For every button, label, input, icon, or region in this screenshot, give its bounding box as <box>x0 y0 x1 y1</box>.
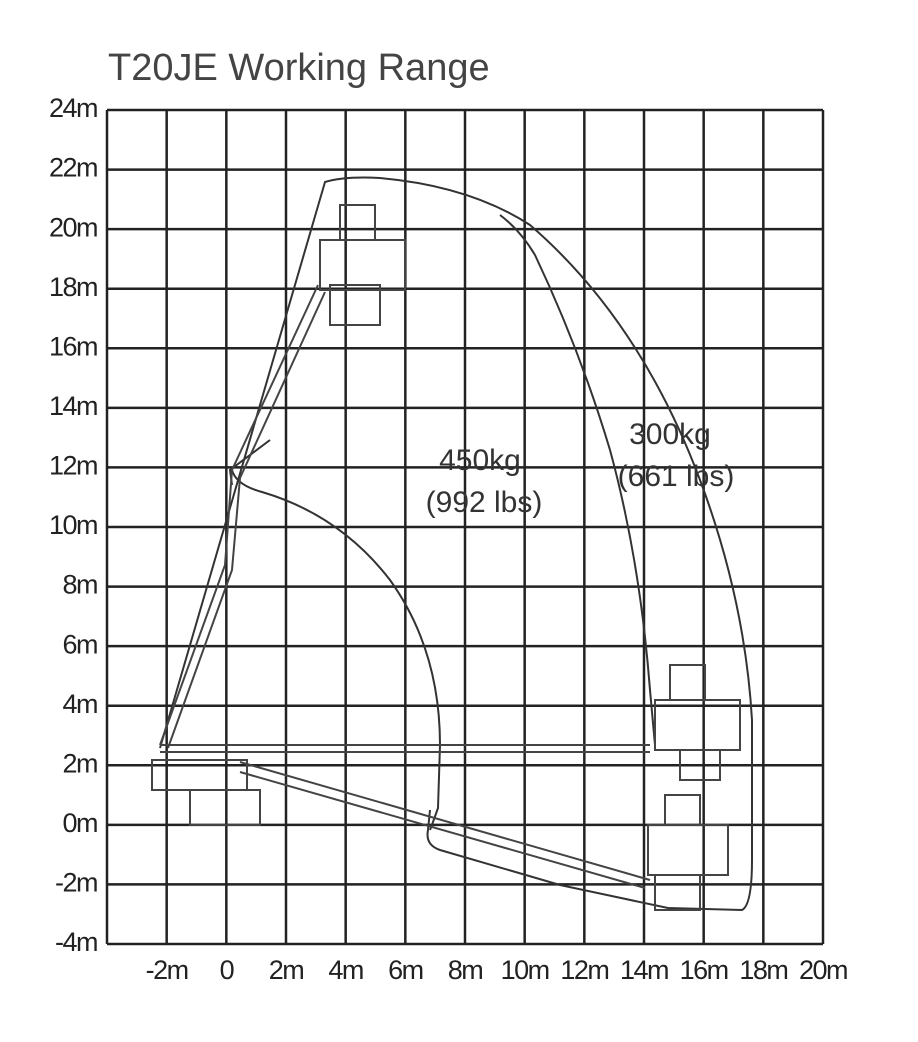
y-axis-label: 4m <box>62 689 97 719</box>
x-axis-label: 6m <box>388 955 423 985</box>
envelopes <box>159 176 753 912</box>
y-axis-label: 20m <box>49 212 97 242</box>
x-axis-label: 8m <box>448 955 483 985</box>
y-axis-label: -4m <box>55 927 97 957</box>
x-axis-label: 10m <box>501 955 549 985</box>
y-axis-label: 12m <box>49 451 97 481</box>
y-axis-label: 22m <box>49 153 97 183</box>
zone-label: 450kg <box>439 444 521 477</box>
grid <box>105 108 825 946</box>
y-axis-label: 10m <box>49 510 97 540</box>
x-axis-label: 0 <box>220 955 234 985</box>
y-axis-label: 6m <box>62 629 97 659</box>
y-axis-label: 0m <box>62 808 97 838</box>
x-axis-label: 2m <box>269 955 304 985</box>
y-axis-label: 16m <box>49 331 97 361</box>
y-axis-label: 8m <box>62 570 97 600</box>
y-axis-label: 2m <box>62 748 97 778</box>
title: T20JE Working Range <box>108 47 490 89</box>
envelope-450kg <box>228 439 442 831</box>
zone-label: (661 lbs) <box>618 460 735 493</box>
x-axis-label: 4m <box>328 955 363 985</box>
zone-label: (992 lbs) <box>426 486 543 519</box>
y-axis-label: -2m <box>55 868 97 898</box>
y-axis-label: 24m <box>49 93 97 123</box>
x-axis-label: 14m <box>620 955 668 985</box>
envelope-450kg-right <box>499 214 656 746</box>
x-axis-label: 20m <box>799 955 847 985</box>
x-axis-label: 12m <box>560 955 608 985</box>
x-axis-label: 18m <box>739 955 787 985</box>
y-axis-label: 14m <box>49 391 97 421</box>
envelope-300kg <box>159 176 753 912</box>
y-axis-label: 18m <box>49 272 97 302</box>
zone-label: 300kg <box>629 418 711 451</box>
machine <box>151 204 741 911</box>
x-axis-label: -2m <box>146 955 188 985</box>
x-axis-label: 16m <box>680 955 728 985</box>
